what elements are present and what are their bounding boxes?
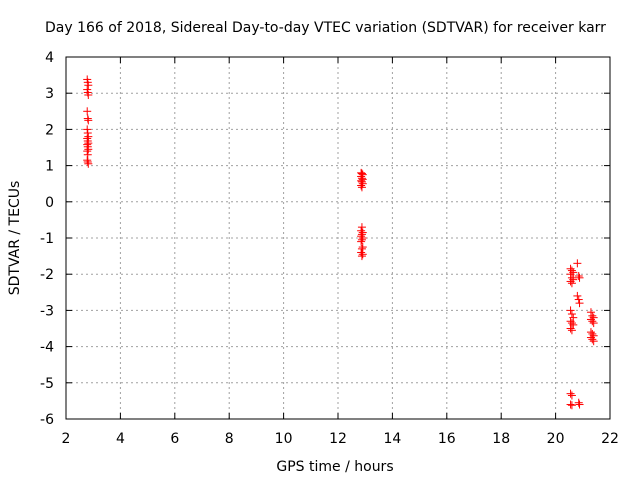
x-tick-label: 16 (438, 431, 456, 447)
y-tick-label: 4 (45, 50, 54, 66)
data-point (83, 125, 92, 134)
data-point (357, 252, 366, 261)
data-point (567, 326, 576, 335)
data-point (357, 244, 366, 253)
data-point (573, 259, 582, 268)
data-point (83, 156, 92, 165)
x-tick-label: 2 (62, 431, 71, 447)
data-point (84, 116, 93, 125)
data-point (357, 183, 366, 192)
y-tick-label: -3 (40, 303, 54, 319)
data-point (357, 237, 366, 246)
x-tick-label: 14 (383, 431, 401, 447)
data-point (589, 337, 598, 346)
data-point (575, 400, 584, 409)
data-point (567, 391, 576, 400)
data-point (567, 279, 576, 288)
y-tick-label: -2 (40, 267, 54, 283)
data-point (83, 157, 92, 166)
data-point (358, 243, 367, 252)
data-point (574, 272, 583, 281)
data-points (83, 75, 598, 410)
data-point (575, 299, 584, 308)
data-point (567, 310, 576, 319)
data-point (566, 306, 575, 315)
data-point (83, 150, 92, 159)
x-tick-label: 4 (116, 431, 125, 447)
data-point (566, 324, 575, 333)
data-point (574, 295, 583, 304)
data-point (84, 159, 93, 168)
data-point (567, 401, 576, 410)
data-point (567, 319, 576, 328)
data-point (84, 91, 93, 100)
x-tick-label: 6 (170, 431, 179, 447)
data-point (357, 248, 366, 257)
y-tick-label: 0 (45, 195, 54, 211)
x-tick-label: 10 (275, 431, 293, 447)
x-tick-label: 20 (547, 431, 565, 447)
data-point (574, 398, 583, 407)
x-axis-label: GPS time / hours (276, 459, 393, 475)
y-tick-label: 2 (45, 122, 54, 138)
chart-title: Day 166 of 2018, Sidereal Day-to-day VTE… (45, 20, 606, 36)
x-tick-label: 8 (225, 431, 234, 447)
y-tick-label: -4 (40, 340, 54, 356)
data-point (358, 250, 367, 259)
data-point (588, 317, 597, 326)
x-axis: 2 4 6 8 10 12 14 16 18 20 22 (62, 57, 619, 447)
data-point (357, 235, 366, 244)
grid (66, 57, 610, 419)
x-tick-label: 18 (492, 431, 510, 447)
data-point (357, 223, 366, 232)
y-axis: -6 -5 -4 -3 -2 -1 0 1 2 3 4 (40, 50, 610, 428)
y-tick-label: 1 (45, 159, 54, 175)
data-point (358, 234, 367, 242)
x-tick-label: 12 (329, 431, 347, 447)
data-point (589, 319, 598, 328)
data-point (84, 81, 93, 90)
data-point (83, 114, 92, 123)
data-point (358, 179, 367, 188)
data-point (567, 266, 576, 275)
x-tick-label: 22 (601, 431, 619, 447)
data-point (566, 400, 575, 409)
data-point (575, 273, 584, 282)
y-tick-label: -1 (40, 231, 54, 247)
data-point (566, 277, 575, 286)
data-point (586, 308, 595, 317)
data-point (566, 270, 575, 279)
data-point (357, 181, 366, 190)
data-point (573, 291, 582, 300)
data-point (83, 147, 92, 156)
y-tick-label: -6 (40, 412, 54, 428)
data-point (566, 389, 575, 398)
data-point (588, 335, 597, 344)
y-axis-label: SDTVAR / TECUs (7, 181, 23, 296)
data-point (84, 145, 93, 154)
y-tick-label: -5 (40, 376, 54, 392)
data-point (83, 107, 92, 116)
y-tick-label: 3 (45, 86, 54, 102)
data-point (83, 129, 92, 138)
